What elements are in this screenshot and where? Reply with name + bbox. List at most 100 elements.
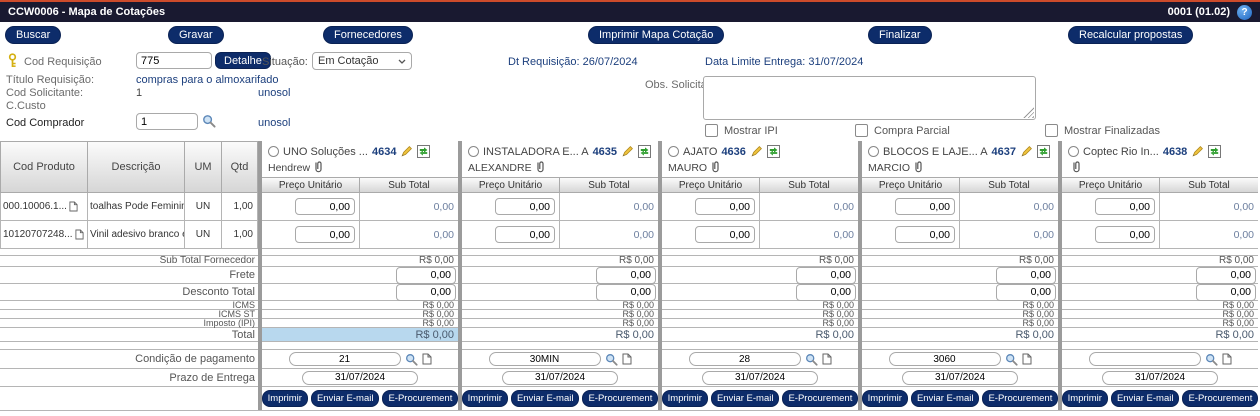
e-procurement-button[interactable]: E-Procurement	[382, 390, 459, 407]
subtotal-fornecedor-value: R$ 0,00	[262, 255, 458, 266]
preco-unitario-input[interactable]	[495, 226, 555, 243]
transfer-icon[interactable]	[638, 145, 652, 158]
preco-unitario-input[interactable]	[295, 226, 355, 243]
edit-pencil-icon[interactable]	[750, 145, 763, 158]
imprimir-button[interactable]: Imprimir	[261, 390, 308, 407]
frete-input[interactable]	[796, 266, 856, 284]
frete-input[interactable]	[596, 266, 656, 284]
cod-comprador-input[interactable]	[136, 113, 198, 130]
preco-unitario-input[interactable]	[295, 198, 355, 215]
condicao-pagamento-input[interactable]	[888, 352, 1001, 366]
frete-input[interactable]	[1196, 266, 1256, 284]
document-icon[interactable]	[622, 353, 632, 365]
detalhe-button[interactable]: Detalhe	[215, 52, 271, 69]
supplier-radio[interactable]	[868, 146, 879, 157]
checkbox-icon[interactable]	[1045, 124, 1058, 137]
help-icon[interactable]: ?	[1237, 4, 1252, 20]
prazo-entrega-input[interactable]	[302, 370, 418, 385]
search-icon[interactable]	[405, 353, 418, 366]
preco-unitario-input[interactable]	[895, 226, 955, 243]
situacao-select[interactable]: Em Cotação	[312, 52, 412, 70]
transfer-icon[interactable]	[1208, 145, 1222, 158]
resize-grip-icon[interactable]	[1023, 107, 1034, 118]
paperclip-icon[interactable]	[536, 161, 545, 174]
checkbox-icon[interactable]	[705, 124, 718, 137]
desconto-total-input[interactable]	[1196, 283, 1256, 301]
preco-unitario-input[interactable]	[695, 198, 755, 215]
condicao-pagamento-input[interactable]	[688, 352, 801, 366]
supplier-radio[interactable]	[268, 146, 279, 157]
search-icon[interactable]	[605, 353, 618, 366]
prazo-entrega-input[interactable]	[702, 370, 818, 385]
edit-pencil-icon[interactable]	[621, 145, 634, 158]
document-icon[interactable]	[74, 229, 84, 240]
recalcular-propostas-button[interactable]: Recalcular propostas	[1068, 26, 1194, 44]
search-icon[interactable]	[1005, 353, 1018, 366]
supplier-radio[interactable]	[668, 146, 679, 157]
edit-pencil-icon[interactable]	[1020, 145, 1033, 158]
document-icon[interactable]	[69, 201, 78, 212]
condicao-pagamento-input[interactable]	[488, 352, 601, 366]
document-icon[interactable]	[1022, 353, 1032, 365]
document-icon[interactable]	[822, 353, 832, 365]
imprimir-mapa-cotacao-button[interactable]: Imprimir Mapa Cotação	[588, 26, 725, 44]
compra-parcial-checkbox[interactable]: Compra Parcial	[855, 124, 950, 137]
desconto-total-input[interactable]	[396, 283, 456, 301]
paperclip-icon[interactable]	[914, 161, 923, 174]
imprimir-button[interactable]: Imprimir	[461, 390, 508, 407]
desconto-total-input[interactable]	[796, 283, 856, 301]
supplier-name: Coptec Rio In...	[1083, 145, 1159, 158]
desconto-total-input[interactable]	[596, 283, 656, 301]
imposto-ipi-label: Imposto (IPI)	[0, 318, 258, 328]
buscar-button[interactable]: Buscar	[5, 26, 62, 44]
edit-pencil-icon[interactable]	[1191, 145, 1204, 158]
supplier-radio[interactable]	[1068, 146, 1079, 157]
checkbox-icon[interactable]	[855, 124, 868, 137]
paperclip-icon[interactable]	[314, 161, 323, 174]
search-icon[interactable]	[805, 353, 818, 366]
obs-solicitante-textarea[interactable]	[703, 76, 1036, 120]
frete-input[interactable]	[996, 266, 1056, 284]
supplier-radio[interactable]	[468, 146, 479, 157]
condicao-pagamento-input[interactable]	[1088, 352, 1201, 366]
document-icon[interactable]	[1222, 353, 1232, 365]
preco-unitario-input[interactable]	[895, 198, 955, 215]
search-icon[interactable]	[202, 114, 216, 128]
imprimir-button[interactable]: Imprimir	[861, 390, 908, 407]
frete-input[interactable]	[396, 266, 456, 284]
e-procurement-button[interactable]: E-Procurement	[782, 390, 859, 407]
gravar-button[interactable]: Gravar	[168, 26, 224, 44]
preco-unitario-input[interactable]	[695, 226, 755, 243]
imprimir-button[interactable]: Imprimir	[1061, 390, 1108, 407]
enviar-email-button[interactable]: Enviar E-mail	[710, 390, 780, 407]
prazo-entrega-input[interactable]	[1102, 370, 1218, 385]
mostrar-ipi-checkbox[interactable]: Mostrar IPI	[705, 124, 778, 137]
enviar-email-button[interactable]: Enviar E-mail	[310, 390, 380, 407]
transfer-icon[interactable]	[766, 145, 780, 158]
search-icon[interactable]	[1205, 353, 1218, 366]
enviar-email-button[interactable]: Enviar E-mail	[510, 390, 580, 407]
paperclip-icon[interactable]	[1072, 161, 1081, 174]
e-procurement-button[interactable]: E-Procurement	[582, 390, 659, 407]
e-procurement-button[interactable]: E-Procurement	[1182, 390, 1259, 407]
condicao-pagamento-input[interactable]	[288, 352, 401, 366]
desconto-total-input[interactable]	[996, 283, 1056, 301]
enviar-email-button[interactable]: Enviar E-mail	[1110, 390, 1180, 407]
imprimir-button[interactable]: Imprimir	[661, 390, 708, 407]
finalizar-button[interactable]: Finalizar	[868, 26, 932, 44]
prazo-entrega-input[interactable]	[902, 370, 1018, 385]
paperclip-icon[interactable]	[711, 161, 720, 174]
transfer-icon[interactable]	[417, 145, 431, 158]
prazo-entrega-input[interactable]	[502, 370, 618, 385]
enviar-email-button[interactable]: Enviar E-mail	[910, 390, 980, 407]
document-icon[interactable]	[422, 353, 432, 365]
preco-unitario-input[interactable]	[1095, 226, 1155, 243]
mostrar-finalizadas-checkbox[interactable]: Mostrar Finalizadas	[1045, 124, 1160, 137]
e-procurement-button[interactable]: E-Procurement	[982, 390, 1059, 407]
preco-unitario-input[interactable]	[495, 198, 555, 215]
preco-unitario-input[interactable]	[1095, 198, 1155, 215]
fornecedores-button[interactable]: Fornecedores	[323, 26, 413, 44]
edit-pencil-icon[interactable]	[400, 145, 413, 158]
transfer-icon[interactable]	[1037, 145, 1051, 158]
cod-requisicao-input[interactable]	[136, 52, 212, 69]
